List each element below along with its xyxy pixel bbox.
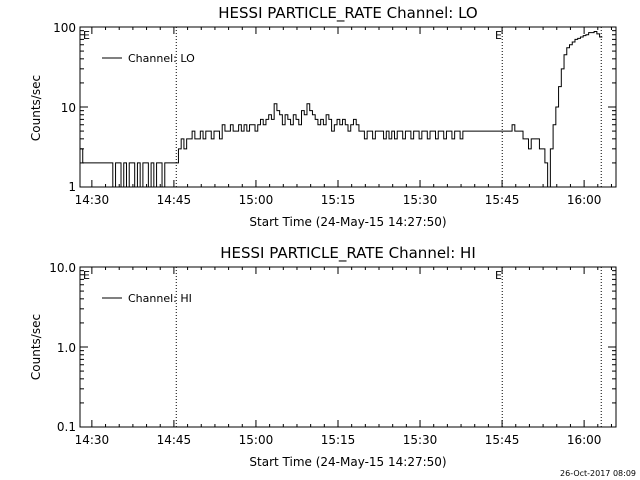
x-tick-labels-lo: 14:30 14:45 15:00 15:15 15:30 15:45 16:00 bbox=[75, 193, 602, 207]
event-marker-hi: E bbox=[495, 269, 502, 282]
axis-ticks-hi bbox=[80, 267, 616, 428]
x-tick-label: 16:00 bbox=[567, 433, 602, 447]
x-tick-label: 14:45 bbox=[157, 193, 192, 207]
legend-label-hi: Channel: HI bbox=[128, 292, 192, 305]
x-axis-label-lo: Start Time (24-May-15 14:27:50) bbox=[249, 215, 446, 229]
y-tick-label-lo: 100 bbox=[53, 21, 76, 35]
time-markers-hi bbox=[175, 267, 602, 427]
x-tick-label: 15:30 bbox=[403, 193, 438, 207]
x-tick-label: 15:15 bbox=[321, 433, 356, 447]
chart-title-hi: HESSI PARTICLE_RATE Channel: HI bbox=[220, 244, 476, 263]
x-tick-label: 15:45 bbox=[485, 433, 520, 447]
y-tick-label-lo: 10 bbox=[61, 101, 76, 115]
event-marker-hi: E bbox=[83, 269, 90, 282]
chart-panel-lo: HESSI PARTICLE_RATE Channel: LO Counts/s… bbox=[29, 4, 617, 229]
time-markers-lo bbox=[175, 27, 602, 187]
plot-frame-hi bbox=[79, 266, 617, 428]
y-tick-label-hi: 10.0 bbox=[49, 261, 76, 275]
generation-timestamp: 26-Oct-2017 08:09 bbox=[560, 469, 636, 478]
x-tick-label: 14:30 bbox=[75, 433, 110, 447]
x-tick-label: 15:15 bbox=[321, 193, 356, 207]
chart-title-lo: HESSI PARTICLE_RATE Channel: LO bbox=[218, 4, 477, 23]
x-tick-labels-hi: 14:30 14:45 15:00 15:15 15:30 15:45 16:00 bbox=[75, 433, 602, 447]
y-tick-label-lo: 1 bbox=[68, 180, 76, 194]
x-tick-label: 15:30 bbox=[403, 433, 438, 447]
series-line-channel-lo bbox=[80, 30, 603, 188]
x-tick-label: 15:00 bbox=[239, 193, 274, 207]
legend-label-lo: Channel: LO bbox=[128, 52, 195, 65]
chart-panel-hi: HESSI PARTICLE_RATE Channel: HI Counts/s… bbox=[29, 244, 617, 469]
y-tick-label-hi: 0.1 bbox=[57, 420, 76, 434]
event-marker-lo: E bbox=[83, 29, 90, 42]
x-tick-label: 16:00 bbox=[567, 193, 602, 207]
y-axis-label-lo: Counts/sec bbox=[29, 75, 43, 141]
event-marker-lo: E bbox=[495, 29, 502, 42]
x-tick-label: 14:45 bbox=[157, 433, 192, 447]
x-tick-label: 15:00 bbox=[239, 433, 274, 447]
x-tick-label: 15:45 bbox=[485, 193, 520, 207]
x-tick-label: 14:30 bbox=[75, 193, 110, 207]
y-tick-label-hi: 1.0 bbox=[57, 341, 76, 355]
x-axis-label-hi: Start Time (24-May-15 14:27:50) bbox=[249, 455, 446, 469]
y-axis-label-hi: Counts/sec bbox=[29, 314, 43, 380]
